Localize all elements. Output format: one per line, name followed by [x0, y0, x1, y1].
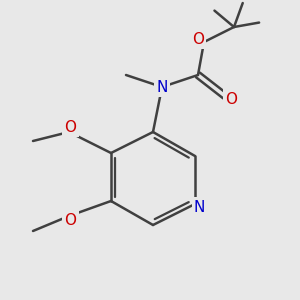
Text: O: O — [64, 213, 76, 228]
Text: O: O — [225, 92, 237, 106]
Text: N: N — [156, 80, 168, 94]
Text: O: O — [64, 120, 76, 135]
Text: O: O — [192, 32, 204, 46]
Text: N: N — [194, 200, 205, 214]
